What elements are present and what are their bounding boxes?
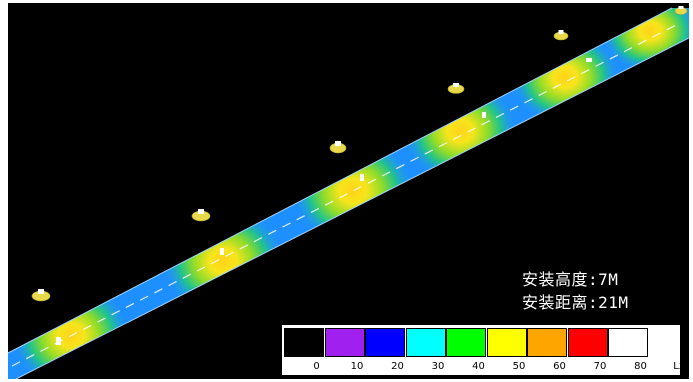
legend-tick-label: 20 xyxy=(391,361,404,372)
legend-unit-label: Lx xyxy=(673,361,685,372)
road-illuminance-scene xyxy=(8,6,689,379)
legend-swatch xyxy=(567,328,608,357)
legend-swatch xyxy=(405,328,446,357)
legend-tick-label: 40 xyxy=(472,361,485,372)
legend-tick-label: 70 xyxy=(593,361,607,372)
legend-swatch xyxy=(608,328,648,357)
illuminance-legend: 0 10 20 30 40 50 60 70 80 Lx xyxy=(282,325,685,375)
light-pool xyxy=(402,79,518,183)
light-pool xyxy=(161,206,285,316)
legend-swatch xyxy=(284,328,324,357)
light-pool xyxy=(291,136,415,246)
legend-tick-label: 80 xyxy=(634,361,647,372)
lamp-icon xyxy=(191,209,211,222)
luminaire-head xyxy=(220,248,224,255)
road-center-line xyxy=(11,22,681,367)
legend-swatch xyxy=(527,328,567,357)
legend-tick-label: 30 xyxy=(431,361,445,372)
illuminance-figure: 安装高度:7M 安装距离:21M xyxy=(8,3,689,379)
legend-swatch xyxy=(365,328,405,357)
mount-height-label: 安装高度:7M xyxy=(522,270,619,289)
lamp-icon xyxy=(31,289,51,302)
lamp-fixtures xyxy=(31,6,688,302)
legend-tick-label: 10 xyxy=(350,361,364,372)
legend-tick-label: 50 xyxy=(512,361,526,372)
luminaire-head xyxy=(360,174,364,181)
legend-swatch xyxy=(324,328,365,357)
lamp-icon xyxy=(329,141,347,154)
legend-tick-label: 0 xyxy=(313,361,320,372)
legend-tick-label: 60 xyxy=(553,361,566,372)
luminaire-head xyxy=(482,112,486,118)
legend-swatch xyxy=(446,328,486,357)
lamp-icon xyxy=(586,58,592,62)
luminaire-heads xyxy=(56,112,486,345)
legend-swatch xyxy=(486,328,527,357)
mount-spacing-label: 安装距离:21M xyxy=(522,293,629,312)
road-edge xyxy=(15,37,689,379)
luminaire-head xyxy=(56,337,61,345)
lamp-icon xyxy=(674,6,688,15)
road-edge xyxy=(8,7,673,354)
lamp-icon xyxy=(553,30,569,41)
lamp-icon xyxy=(447,83,465,94)
legend-color-bar xyxy=(284,328,649,357)
